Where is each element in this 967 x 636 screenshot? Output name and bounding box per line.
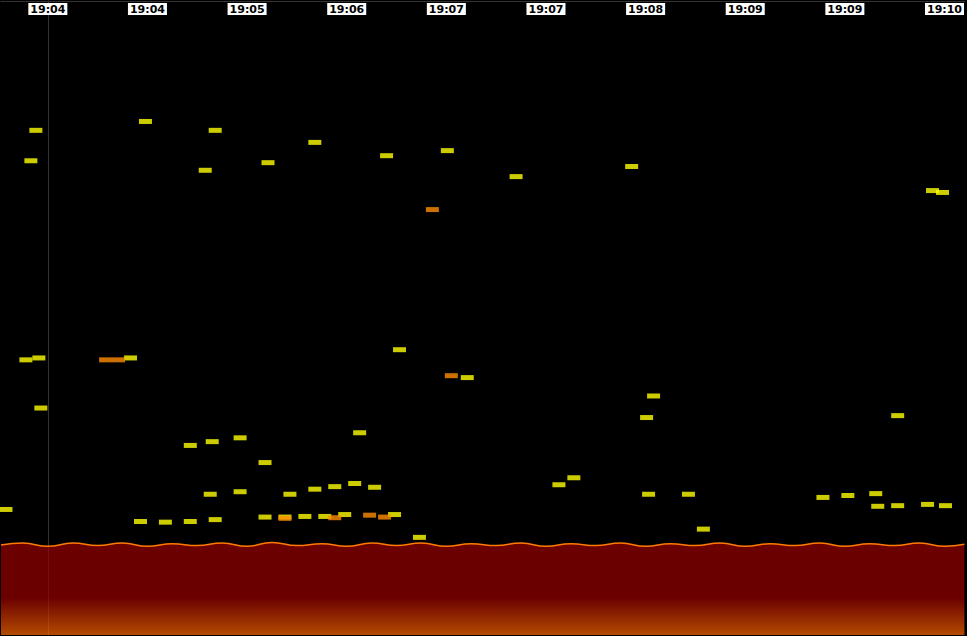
svg-text:19:09: 19:09: [728, 3, 763, 16]
svg-text:19:06: 19:06: [329, 3, 364, 16]
svg-text:19:04: 19:04: [30, 3, 65, 16]
svg-text:19:07: 19:07: [528, 3, 563, 16]
svg-text:19:05: 19:05: [230, 3, 265, 16]
svg-text:19:08: 19:08: [628, 3, 663, 16]
svg-text:19:09: 19:09: [827, 3, 862, 16]
svg-text:19:07: 19:07: [429, 3, 464, 16]
svg-text:19:04: 19:04: [130, 3, 165, 16]
svg-text:19:10: 19:10: [927, 3, 962, 16]
